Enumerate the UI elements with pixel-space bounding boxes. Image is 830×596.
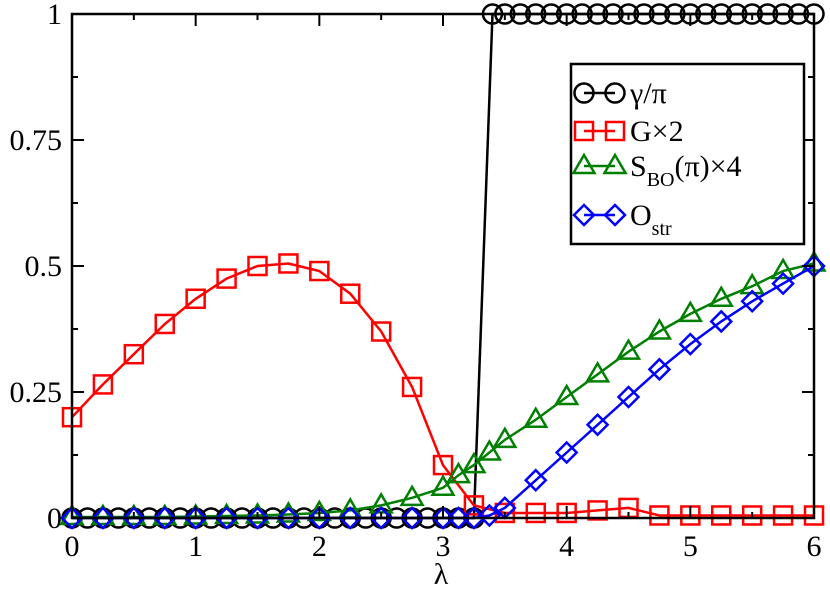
data-point: [677, 300, 704, 323]
legend-marker: [602, 152, 628, 175]
data-point: [185, 288, 206, 310]
legend-marker: [604, 120, 626, 142]
data-point: [183, 506, 208, 530]
data-point: [770, 257, 796, 280]
data-point: [554, 440, 579, 465]
data-point: [123, 343, 145, 365]
data-point: [154, 313, 175, 335]
data-point: [245, 506, 270, 530]
data-point: [370, 321, 392, 342]
x-tick-label: 0: [65, 530, 80, 563]
data-point: [431, 506, 455, 530]
data-point: [649, 505, 670, 526]
data-point: [340, 283, 361, 304]
legend-marker: [573, 82, 595, 104]
data-point: [432, 454, 454, 476]
data-point: [647, 357, 672, 382]
data-point: [369, 506, 393, 530]
data-point: [646, 318, 673, 340]
data-point: [772, 505, 794, 526]
data-point: [400, 506, 424, 530]
y-tick-label: 0: [47, 502, 62, 535]
data-point: [678, 332, 703, 356]
data-point: [553, 383, 580, 406]
data-point: [525, 502, 546, 524]
data-point: [709, 309, 734, 334]
data-point: [587, 500, 608, 521]
legend-marker: [572, 203, 596, 227]
legend-marker: [571, 152, 597, 175]
legend-label: G×2: [630, 115, 684, 148]
data-point: [584, 360, 611, 383]
data-point: [216, 268, 237, 289]
data-point: [461, 451, 487, 474]
data-point: [615, 338, 642, 360]
data-point: [60, 506, 84, 530]
y-tick-label: 0.25: [10, 376, 63, 409]
data-point: [463, 495, 485, 516]
series-2: [59, 249, 827, 526]
data-point: [446, 506, 471, 530]
legend-marker: [573, 120, 595, 142]
data-point: [122, 506, 146, 530]
data-point: [91, 506, 115, 530]
x-tick-label: 1: [188, 530, 203, 563]
data-point: [307, 506, 332, 530]
legend-label: Ostr: [630, 199, 672, 240]
x-axis-label: λ: [434, 558, 449, 591]
data-point: [338, 506, 363, 530]
x-tick-label: 3: [436, 530, 451, 563]
legend-entry: γ/π: [573, 77, 667, 110]
y-tick-label: 1: [47, 0, 62, 31]
series-1: [61, 253, 825, 526]
x-tick-label: 2: [312, 530, 327, 563]
data-point: [399, 484, 425, 507]
legend-entry: Ostr: [572, 199, 672, 240]
legend-label: SBO(π)×4: [630, 150, 742, 191]
data-point: [278, 253, 299, 274]
axes: 0 1 2 3 4 5 6 0 0.25 0.5 0.75 1: [10, 0, 822, 563]
data-point: [92, 374, 114, 395]
data-point: [523, 468, 548, 492]
data-point: [276, 506, 301, 530]
data-point: [214, 506, 239, 530]
data-point: [430, 474, 456, 497]
y-tick-label: 0.5: [25, 250, 63, 283]
data-point: [477, 503, 502, 528]
data-point: [771, 271, 795, 296]
data-point: [708, 285, 734, 308]
data-point: [309, 260, 330, 282]
legend-entry: SBO(π)×4: [571, 150, 742, 191]
data-point: [740, 289, 764, 314]
y-tick-label: 0.75: [10, 124, 63, 157]
legend-marker: [603, 203, 627, 227]
data-point: [401, 376, 423, 398]
legend-entry: G×2: [573, 115, 684, 148]
data-point: [523, 406, 549, 428]
x-tick-label: 6: [807, 530, 822, 563]
series-line: [72, 264, 815, 520]
data-point: [152, 506, 177, 530]
data-point: [306, 499, 333, 522]
data-point: [247, 255, 268, 277]
x-tick-label: 4: [559, 530, 574, 563]
data-point: [739, 272, 765, 295]
data-point: [585, 412, 610, 437]
data-point: [616, 385, 641, 409]
data-point: [476, 438, 503, 461]
data-point: [492, 426, 518, 449]
data-point: [741, 505, 763, 526]
legend-marker: [604, 82, 626, 104]
data-point: [711, 505, 732, 526]
data-point: [556, 502, 577, 524]
x-tick-label: 5: [683, 530, 698, 563]
legend-label: γ/π: [629, 77, 667, 110]
